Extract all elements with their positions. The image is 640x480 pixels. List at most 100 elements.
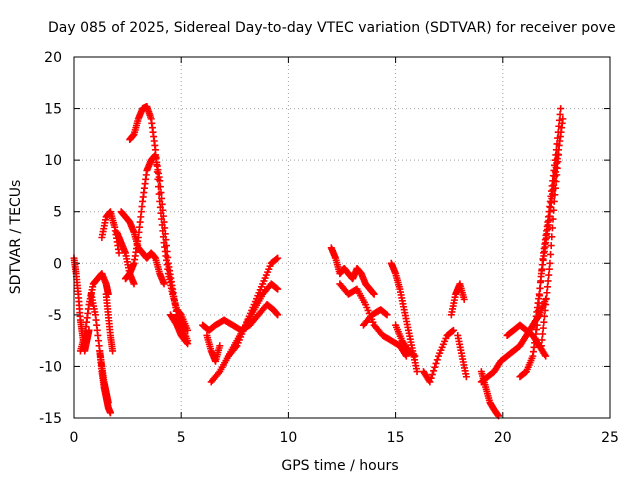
- data-point: [550, 206, 558, 214]
- x-tick-label: 25: [601, 430, 619, 446]
- data-point: [554, 128, 562, 136]
- data-point: [539, 324, 547, 332]
- series-arc-14: [224, 254, 282, 360]
- y-tick-label: 15: [44, 102, 62, 118]
- chart-title: Day 085 of 2025, Sidereal Day-to-day VTE…: [48, 20, 616, 36]
- data-point: [551, 191, 559, 199]
- data-point: [555, 122, 563, 130]
- series-arc-20: [392, 321, 419, 360]
- grid: [74, 57, 610, 418]
- x-axis-label: GPS time / hours: [281, 458, 398, 474]
- data-point: [550, 197, 558, 205]
- data-point: [155, 190, 163, 198]
- data-point: [383, 311, 391, 319]
- x-tick-label: 0: [70, 430, 79, 446]
- data-point: [542, 301, 550, 309]
- data-point: [555, 151, 563, 159]
- data-point: [449, 326, 457, 334]
- data-point: [540, 318, 548, 326]
- data-point: [552, 178, 560, 186]
- data-point: [538, 261, 546, 269]
- data-point: [156, 203, 164, 211]
- data-point: [274, 254, 282, 262]
- data-point: [115, 249, 123, 257]
- data-point: [232, 343, 240, 351]
- data-point: [431, 363, 439, 371]
- data-point: [184, 340, 192, 348]
- data-point: [543, 289, 551, 297]
- y-tick-label: 0: [53, 256, 62, 272]
- series-arc-19: [387, 259, 421, 376]
- series-arc-8: [117, 208, 168, 288]
- series-arc-13: [207, 280, 282, 386]
- data-point: [432, 359, 440, 367]
- series-arc-23: [454, 331, 470, 381]
- data-point: [557, 105, 565, 113]
- x-tick-label: 20: [494, 430, 512, 446]
- x-tick-label: 10: [279, 430, 297, 446]
- data-point: [106, 409, 114, 417]
- series-arc-7: [113, 228, 138, 288]
- y-tick-label: 20: [44, 50, 62, 66]
- y-tick-label: -15: [39, 411, 62, 427]
- data-point: [553, 140, 561, 148]
- y-axis-label: SDTVAR / TECUs: [8, 180, 24, 295]
- data-point: [159, 233, 167, 241]
- series-arc-6: [102, 290, 117, 355]
- series-arc-10: [126, 103, 192, 334]
- data-point: [554, 134, 562, 142]
- y-tick-label: 10: [44, 153, 62, 169]
- data-point: [535, 290, 543, 298]
- data-point: [426, 378, 434, 386]
- data-point: [430, 367, 438, 375]
- data-point: [547, 250, 555, 258]
- data-point: [428, 371, 436, 379]
- data-point: [547, 242, 555, 250]
- data-point: [536, 278, 544, 286]
- y-tick-label: 5: [53, 205, 62, 221]
- data-point: [548, 224, 556, 232]
- plot-frame: [73, 56, 611, 419]
- data-point: [537, 342, 545, 350]
- data-point: [158, 221, 166, 229]
- series-arc-11: [166, 311, 192, 348]
- x-tick-label: 5: [177, 430, 186, 446]
- data-point: [153, 161, 161, 169]
- data-point: [460, 295, 468, 303]
- data-point: [158, 215, 166, 223]
- data-point: [546, 259, 554, 267]
- data-point: [160, 280, 168, 288]
- data-point: [216, 342, 224, 350]
- data-point: [215, 369, 223, 377]
- data-point: [548, 233, 556, 241]
- series-arc-15: [203, 331, 224, 365]
- data-point: [545, 271, 553, 279]
- data-point: [553, 164, 561, 172]
- data-point: [151, 146, 159, 154]
- series-arc-29: [537, 151, 563, 350]
- data-point: [559, 115, 567, 123]
- data-point: [402, 352, 410, 360]
- data-point: [536, 284, 544, 292]
- data-point: [556, 110, 564, 118]
- series-arc-4: [96, 347, 114, 417]
- data-point: [537, 273, 545, 281]
- data-point: [184, 326, 192, 334]
- x-tick-label: 15: [387, 430, 405, 446]
- data-point: [544, 283, 552, 291]
- data-point: [542, 295, 550, 303]
- data-point: [545, 265, 553, 273]
- series-arc-16: [327, 244, 378, 298]
- y-tick-label: -10: [39, 359, 62, 375]
- data-point: [183, 339, 191, 347]
- data-point: [427, 374, 435, 382]
- data-point: [539, 255, 547, 263]
- data-point: [553, 171, 561, 179]
- data-point: [538, 267, 546, 275]
- data-point: [552, 146, 560, 154]
- data-point: [549, 215, 557, 223]
- data-point: [538, 336, 546, 344]
- data-point: [153, 168, 161, 176]
- series-arc-18: [359, 306, 391, 329]
